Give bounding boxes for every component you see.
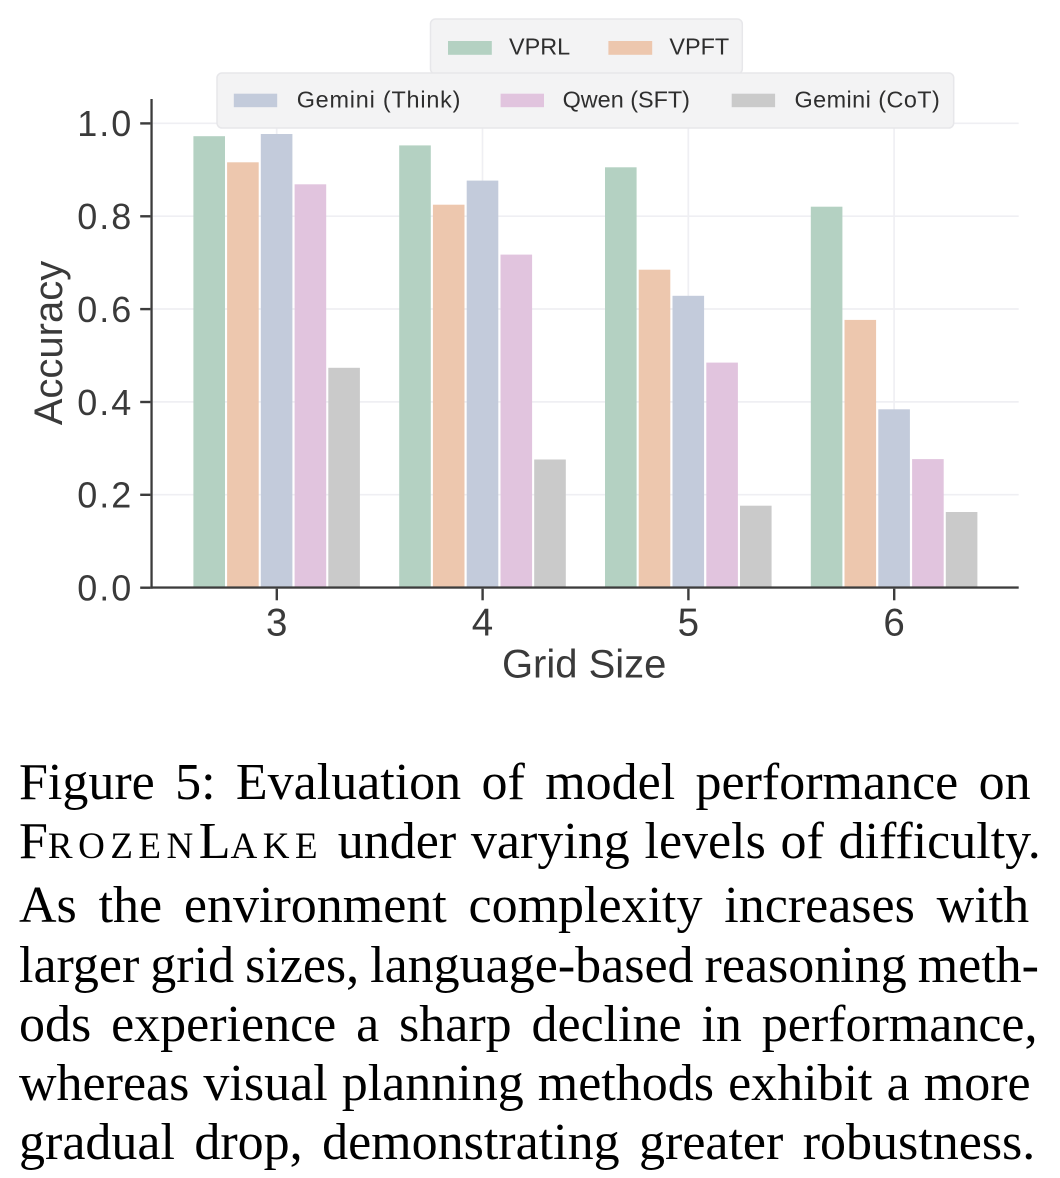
svg-text:0.8: 0.8 [77, 196, 133, 237]
svg-text:1.0: 1.0 [77, 103, 133, 144]
svg-text:Gemini (Think): Gemini (Think) [297, 87, 462, 113]
svg-text:Grid Size: Grid Size [502, 643, 667, 687]
svg-text:6: 6 [883, 602, 904, 645]
svg-text:Qwen (SFT): Qwen (SFT) [563, 87, 690, 113]
svg-text:VPFT: VPFT [669, 34, 729, 60]
svg-text:0.0: 0.0 [77, 568, 133, 609]
svg-text:5: 5 [678, 602, 699, 645]
svg-text:0.2: 0.2 [77, 475, 133, 516]
svg-text:3: 3 [266, 602, 287, 645]
svg-text:Gemini (CoT): Gemini (CoT) [795, 87, 941, 113]
svg-text:4: 4 [472, 602, 493, 645]
svg-text:Accuracy: Accuracy [27, 261, 71, 426]
svg-text:VPRL: VPRL [509, 34, 570, 60]
svg-text:0.4: 0.4 [77, 382, 133, 423]
svg-text:0.6: 0.6 [77, 289, 133, 330]
